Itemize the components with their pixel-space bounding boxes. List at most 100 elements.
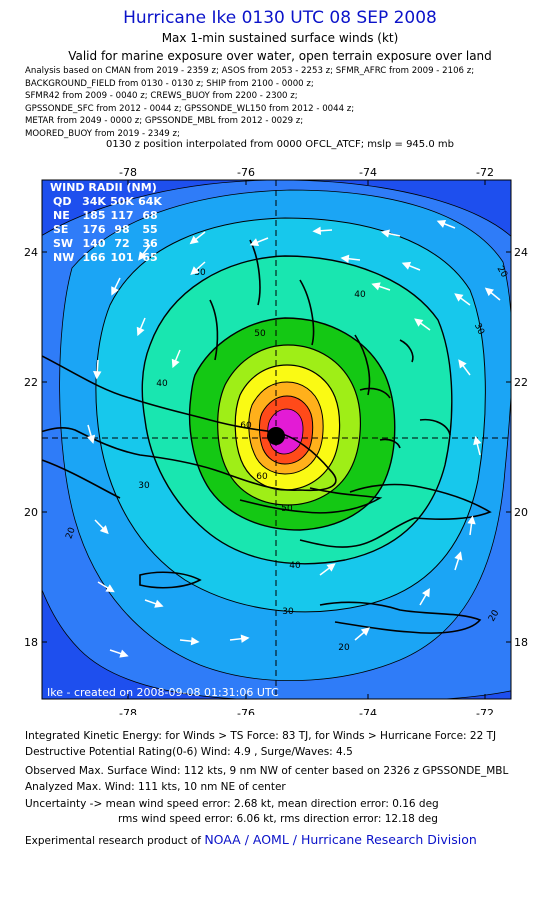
wind-vectors — [87, 219, 501, 658]
wind-vector-head — [326, 563, 336, 572]
source-line: BACKGROUND_FIELD from 0130 - 0130 z; SHI… — [25, 78, 314, 89]
wind-radii-cell: 98 — [114, 223, 129, 236]
wind-vector-head — [458, 359, 467, 369]
kinetic-energy-line: Integrated Kinetic Energy: for Winds > T… — [25, 730, 497, 742]
wind-radii-header: 64K — [138, 195, 162, 208]
wind-vector-head — [422, 588, 430, 598]
jamaica-coastline — [139, 571, 202, 589]
wind-vector-head — [414, 318, 424, 327]
lon-label: -76 — [237, 166, 255, 179]
lat-label: 20 — [514, 506, 528, 519]
axis-ticks — [42, 180, 511, 699]
wind-radii-header: QD — [53, 195, 71, 208]
lat-label: 20 — [24, 506, 38, 519]
cuba-south-coast — [239, 487, 383, 514]
contour-label: 30 — [194, 268, 206, 278]
wind-radii-cell: NE — [53, 209, 70, 222]
wind-vector-head — [87, 434, 96, 444]
wind-radii-header: 34K — [82, 195, 106, 208]
wind-vector-head — [119, 649, 129, 658]
wind-radii-cell: 185 — [83, 209, 106, 222]
wind-radii-cell: 117 — [111, 209, 134, 222]
wind-vector-head — [138, 251, 147, 261]
wind-contours — [42, 180, 511, 699]
contour-label: 50 — [281, 504, 293, 514]
land-outlines — [42, 239, 492, 634]
wind-vector-head — [401, 261, 412, 270]
credit-prefix: Experimental research product of — [25, 835, 205, 847]
map-subtitle-units: Max 1-min sustained surface winds (kt) — [161, 31, 399, 45]
plot-frame — [41, 179, 512, 700]
bahamas-eleuthera — [249, 239, 261, 306]
lon-label: -74 — [359, 166, 377, 179]
contour-label: 40 — [156, 379, 168, 389]
wind-vector-head — [171, 358, 180, 369]
wind-vector-head — [99, 525, 109, 535]
observed-max-wind-line: Observed Max. Surface Wind: 112 kts, 9 n… — [25, 765, 509, 777]
wind-radii-cell: 55 — [142, 223, 157, 236]
lat-label: 18 — [514, 636, 528, 649]
contour-label: 20 — [338, 643, 350, 653]
center-position-note: 0130 z position interpolated from 0000 O… — [106, 139, 454, 150]
noaa-hrd-link[interactable]: NOAA / AOML / Hurricane Research Divisio… — [204, 832, 477, 847]
wind-vector-head — [473, 435, 482, 446]
lon-label: -74 — [359, 707, 377, 715]
wind-vector-head — [154, 599, 164, 608]
contour-label: 60 — [240, 421, 252, 431]
contour-label: 30 — [282, 607, 294, 617]
source-line: Analysis based on CMAN from 2019 - 2359 … — [25, 66, 475, 76]
wind-vector-head — [105, 584, 115, 593]
bahamas-long-island — [354, 334, 371, 396]
contour-label: 20 — [64, 526, 77, 540]
lon-label: -72 — [476, 707, 494, 715]
lat-label: 24 — [514, 246, 528, 259]
wind-vector-head — [189, 235, 199, 245]
wind-vector-head — [380, 229, 390, 238]
wind-vector-head — [484, 287, 494, 297]
wind-radii-cell: NW — [53, 251, 74, 264]
cuba-coastline — [42, 355, 337, 492]
great-inagua — [359, 387, 391, 399]
wind-vector-head — [467, 515, 476, 525]
source-line: MOORED_BUOY from 2019 - 2349 z; — [25, 129, 180, 139]
wind-radii-cell: 166 — [83, 251, 106, 264]
wind-vector-head — [136, 326, 145, 337]
bahamas-andros — [209, 299, 219, 361]
wind-vector-head — [454, 551, 463, 561]
wind-radii-table: WIND RADII (NM) QD 34K 50K 64K NE 185 11… — [50, 181, 162, 264]
small-island — [379, 438, 401, 449]
wind-vector-head — [436, 219, 447, 228]
small-island — [399, 339, 414, 363]
wind-radii-header: 50K — [110, 195, 134, 208]
lon-label: -72 — [476, 166, 494, 179]
credit-line: Experimental research product of NOAA / … — [25, 832, 477, 847]
wind-field-map: -78 -76 -74 -72 24 22 20 18 24 22 20 18 … — [24, 166, 528, 715]
source-line: GPSSONDE_SFC from 2012 - 0044 z; GPSSOND… — [25, 103, 355, 114]
lat-label: 18 — [24, 636, 38, 649]
wind-radii-cell: 36 — [142, 237, 158, 250]
lon-label: -78 — [119, 707, 137, 715]
contour-label: 30 — [472, 322, 486, 337]
wind-radii-cell: 72 — [114, 237, 129, 250]
wind-radii-title: WIND RADII (NM) — [50, 181, 157, 194]
wind-radii-cell: 65 — [142, 251, 157, 264]
source-line: SFMR42 from 2009 - 0040 z; CREWS_BUOY fr… — [25, 91, 298, 102]
wind-radii-cell: 176 — [83, 223, 106, 236]
contour-label: 50 — [254, 329, 266, 339]
wind-radii-cell: SW — [53, 237, 73, 250]
wind-vector-head — [340, 254, 350, 263]
lat-label: 24 — [24, 246, 38, 259]
wind-vector-head — [249, 238, 260, 247]
destructive-potential-line: Destructive Potential Rating(0-6) Wind: … — [25, 746, 353, 758]
wind-vector-head — [190, 266, 200, 276]
lat-label: 22 — [514, 376, 528, 389]
wind-vector-head — [240, 634, 250, 643]
lon-label: -76 — [237, 707, 255, 715]
wind-vector-head — [454, 293, 464, 302]
lat-label: 22 — [24, 376, 38, 389]
map-title: Hurricane Ike 0130 UTC 08 SEP 2008 — [123, 8, 437, 28]
wind-vector-head — [312, 226, 322, 236]
wind-vector-head — [93, 370, 102, 380]
created-timestamp: Ike - created on 2008-09-08 01:31:06 UTC — [47, 686, 279, 699]
turks-caicos — [419, 418, 451, 436]
